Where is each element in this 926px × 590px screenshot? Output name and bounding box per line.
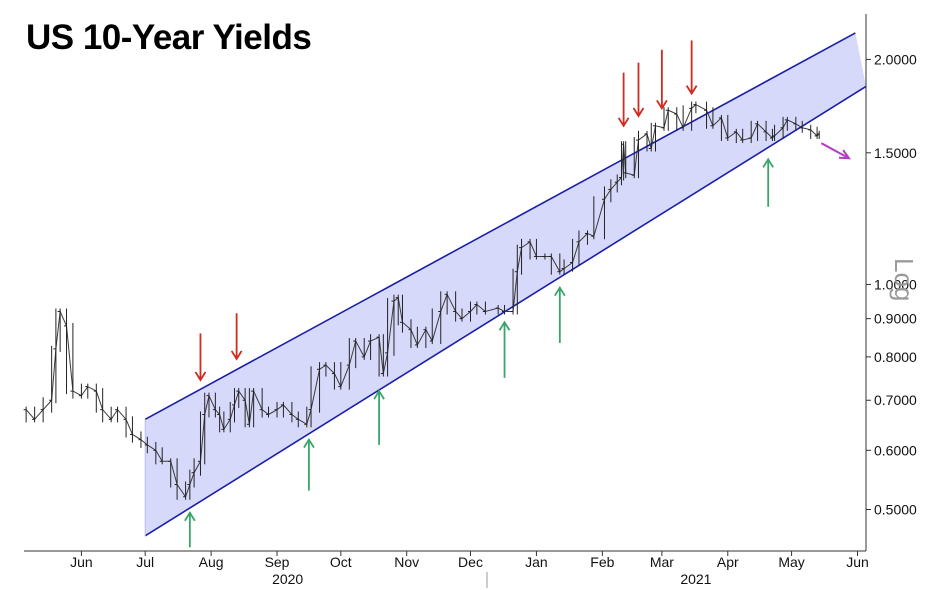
projection-arrow-shaft <box>820 142 850 160</box>
resistance-arrow <box>656 49 668 111</box>
support-arrow <box>554 286 566 343</box>
support-arrow-head <box>303 437 315 449</box>
resistance-arrow <box>194 333 207 382</box>
x-year-label: 2021 <box>680 571 711 587</box>
annotation-arrows <box>184 40 852 548</box>
price-series <box>23 101 820 500</box>
log-scale-label: Log <box>889 258 919 301</box>
projection-arrow <box>820 142 852 160</box>
x-year-label: 2020 <box>272 571 303 587</box>
resistance-arrow <box>685 40 698 96</box>
x-tick-label: Sep <box>265 554 290 570</box>
resistance-arrow <box>230 313 243 361</box>
channel-fill <box>145 32 867 536</box>
chart-title: US 10-Year Yields <box>26 18 312 57</box>
x-tick-label: Jun <box>846 554 869 570</box>
x-tick-label: Jul <box>136 554 154 570</box>
support-arrow-head <box>373 389 385 400</box>
resistance-arrow-head <box>194 371 207 382</box>
resistance-arrow-head <box>632 107 645 118</box>
y-tick-label: 0.5000 <box>874 501 917 517</box>
x-tick-label: Nov <box>394 554 419 570</box>
support-arrow-head <box>498 320 511 331</box>
axes: 0.5000 0.6000 0.7000 0.8000 0.9000 1.0000 1.50… <box>24 14 917 588</box>
resistance-arrow-head <box>617 117 630 128</box>
support-arrow <box>373 389 385 445</box>
resistance-arrow <box>617 72 630 128</box>
support-arrow-head <box>554 286 566 297</box>
x-tick-label: Aug <box>199 554 224 570</box>
channel-upper-line <box>144 32 856 421</box>
x-tick-label: Feb <box>590 554 614 570</box>
y-tick-label: 1.5000 <box>874 145 917 161</box>
support-arrow <box>184 511 196 548</box>
trend-channel <box>144 32 867 537</box>
x-tick-label: Dec <box>458 554 483 570</box>
y-tick-label: 0.9000 <box>874 311 917 327</box>
y-tick-label: 2.0000 <box>874 51 917 67</box>
resistance-arrow <box>632 62 645 118</box>
y-tick-label: 0.6000 <box>874 442 917 458</box>
y-tick-label: 0.8000 <box>874 349 917 365</box>
support-arrow <box>762 157 774 207</box>
x-tick-label: May <box>778 554 804 570</box>
resistance-arrow-head <box>656 99 668 111</box>
support-arrow-head <box>762 157 774 168</box>
x-tick-label: Apr <box>717 554 739 570</box>
support-arrow <box>498 320 511 378</box>
x-tick-label: Jan <box>525 554 548 570</box>
y-tick-label: 1.0000 <box>874 276 917 292</box>
projection-arrow-head <box>838 149 852 160</box>
x-tick-label: Mar <box>650 554 674 570</box>
x-tick-label: Oct <box>330 554 352 570</box>
resistance-arrow-head <box>230 350 243 361</box>
support-arrow <box>303 437 315 491</box>
resistance-arrow-head <box>685 85 698 96</box>
y-tick-label: 0.7000 <box>874 392 917 408</box>
x-tick-label: Jun <box>70 554 93 570</box>
support-arrow-head <box>184 511 196 522</box>
